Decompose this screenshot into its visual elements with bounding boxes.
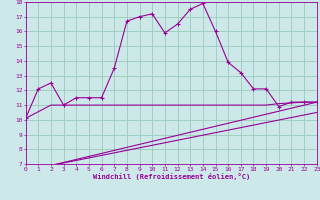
X-axis label: Windchill (Refroidissement éolien,°C): Windchill (Refroidissement éolien,°C) [92,173,250,180]
